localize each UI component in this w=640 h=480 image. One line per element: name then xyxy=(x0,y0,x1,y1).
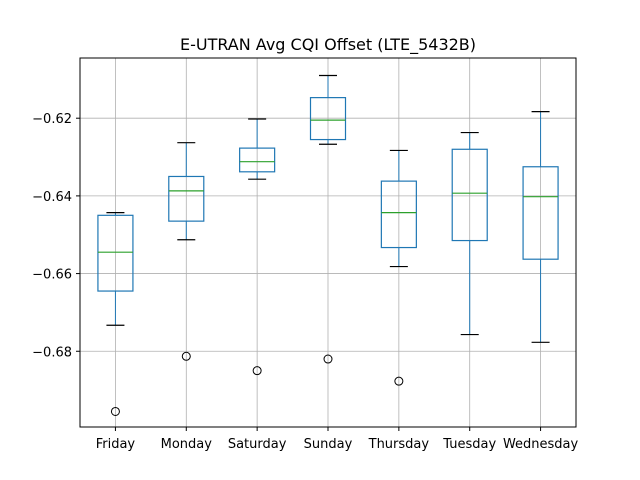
chart-title: E-UTRAN Avg CQI Offset (LTE_5432B) xyxy=(180,35,476,55)
outlier-point xyxy=(181,351,191,361)
iqr-box xyxy=(522,166,559,260)
outlier-point xyxy=(394,376,404,386)
outlier-point xyxy=(252,366,262,376)
x-tick-label: Sunday xyxy=(304,437,353,452)
box-group-tuesday xyxy=(451,131,488,336)
x-tick-label: Tuesday xyxy=(442,437,496,452)
x-tick-label: Friday xyxy=(96,437,136,452)
iqr-box xyxy=(239,147,276,173)
box-group-wednesday xyxy=(522,111,559,343)
box-group-thursday xyxy=(380,149,417,386)
box-group-sunday xyxy=(309,74,347,364)
iqr-box xyxy=(380,180,417,249)
y-tick-label: −0.64 xyxy=(32,190,72,205)
x-tick-label: Wednesday xyxy=(503,437,579,452)
y-tick-label: −0.62 xyxy=(32,112,72,127)
grid-layer xyxy=(80,58,576,427)
box-group-monday xyxy=(168,142,205,361)
x-tick-label: Thursday xyxy=(368,437,430,452)
y-tick-label: −0.68 xyxy=(32,345,72,360)
iqr-box xyxy=(309,97,347,141)
iqr-box xyxy=(97,214,134,292)
outlier-point xyxy=(323,354,333,364)
box-layer xyxy=(97,74,559,416)
box-group-friday xyxy=(97,211,134,416)
x-tick-label: Monday xyxy=(161,437,213,452)
x-tick-label: Saturday xyxy=(228,437,287,452)
y-tick-label: −0.66 xyxy=(32,268,72,283)
box-group-saturday xyxy=(239,118,276,376)
axis-layer: Friday Monday Saturday Sunday Thursday Tuesda… xyxy=(32,112,578,452)
outlier-point xyxy=(110,406,120,416)
iqr-box xyxy=(451,148,488,242)
iqr-box xyxy=(168,175,205,222)
